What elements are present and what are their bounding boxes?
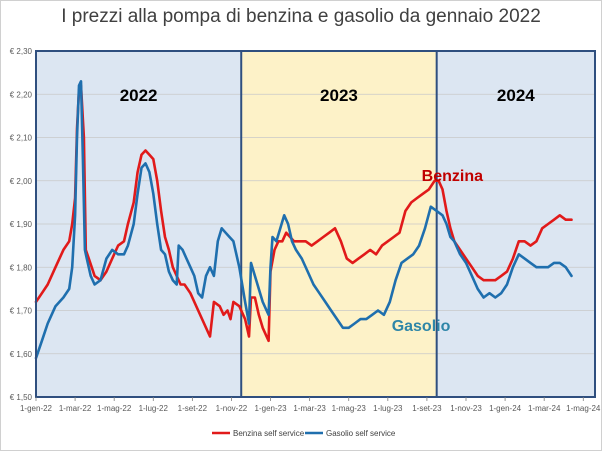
chart-title: I prezzi alla pompa di benzina e gasolio…: [61, 6, 541, 27]
series-annotation-0: Benzina: [422, 168, 483, 185]
x-tick-label: 1-set-23: [412, 404, 442, 413]
x-tick-label: 1-lug-22: [139, 404, 169, 413]
y-tick-label: € 1,80: [10, 263, 33, 272]
y-tick-label: € 1,60: [10, 350, 33, 359]
series-lines: [34, 80, 573, 360]
y-tick-label: € 1,70: [10, 307, 33, 316]
legend: Benzina self service Gasolio self service: [212, 429, 396, 438]
series-annotation-1: Gasolio: [392, 318, 451, 335]
x-tick-label: 1-mag-22: [97, 404, 132, 413]
x-tick-label: 1-gen-22: [20, 404, 53, 413]
x-tick-label: 1-mag-24: [566, 404, 601, 413]
x-tick-label: 1-mar-24: [528, 404, 561, 413]
x-tick-label: 1-lug-23: [373, 404, 403, 413]
legend-label-0: Benzina self service: [233, 429, 305, 438]
plot-border-rect: [35, 50, 596, 398]
plot-border: [35, 50, 596, 398]
x-tick-label: 1-set-22: [178, 404, 208, 413]
x-tick-label: 1-mag-23: [332, 404, 367, 413]
x-tick-label: 1-gen-23: [255, 404, 288, 413]
period-label-2022: 2022: [120, 86, 158, 105]
period-labels: 2022 2023 2024: [120, 86, 536, 105]
x-tick-label: 1-nov-22: [216, 404, 248, 413]
series-annotations: Benzina Gasolio: [392, 168, 483, 335]
legend-label-1: Gasolio self service: [326, 429, 396, 438]
series-line-0: [34, 84, 573, 343]
x-tick-label: 1-mar-22: [59, 404, 92, 413]
x-axis: 1-gen-22 1-mar-22 1-mag-22 1-lug-22 1-set-22…: [20, 397, 601, 413]
y-tick-label: € 2,30: [10, 47, 33, 56]
y-axis: € 1,50 € 1,60 € 1,70 € 1,80 € 1,90 € 2,00 € 2,…: [10, 47, 33, 402]
x-tick-label: 1-nov-23: [450, 404, 482, 413]
y-tick-label: € 1,50: [10, 393, 33, 402]
period-label-2024: 2024: [497, 86, 535, 105]
period-label-2023: 2023: [320, 86, 358, 105]
y-tick-label: € 2,10: [10, 134, 33, 143]
x-tick-label: 1-gen-24: [489, 404, 522, 413]
series-line-1: [34, 80, 573, 360]
y-tick-label: € 2,00: [10, 177, 33, 186]
y-tick-label: € 2,20: [10, 90, 33, 99]
y-tick-label: € 1,90: [10, 220, 33, 229]
x-tick-label: 1-mar-23: [293, 404, 326, 413]
period-dividers: [240, 51, 438, 397]
